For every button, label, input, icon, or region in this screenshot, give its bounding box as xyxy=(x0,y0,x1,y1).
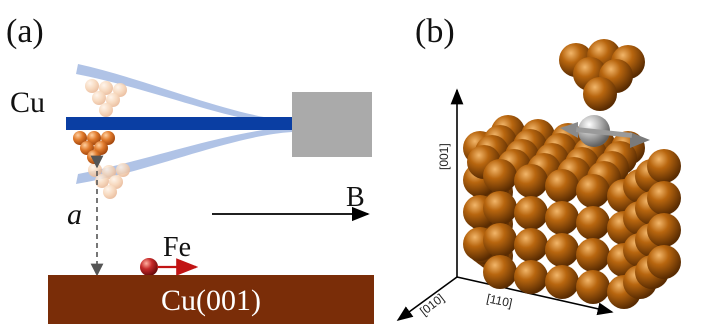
cu-slab xyxy=(463,115,681,309)
cu-atom xyxy=(647,245,681,279)
cantilever-deflected-up xyxy=(76,64,292,126)
cu-atom xyxy=(576,206,610,240)
cantilever xyxy=(66,117,294,130)
axis-110-line xyxy=(456,276,614,316)
tip-label: Cu xyxy=(10,86,45,119)
cu-atom xyxy=(545,169,579,203)
axis-001-label: [001] xyxy=(437,143,451,170)
cu-atom xyxy=(647,181,681,215)
distance-label: a xyxy=(67,198,82,231)
cu-atom xyxy=(576,270,610,304)
panel-b: (b) [001] [010] [110] xyxy=(396,13,681,321)
fe-spin-arrow xyxy=(560,122,650,148)
panel-a: (a) Cu xyxy=(6,13,374,324)
cu-atom xyxy=(647,149,681,183)
tip-atoms-upper-faded xyxy=(85,79,127,117)
cu-atom xyxy=(647,213,681,247)
cu-atom xyxy=(545,201,579,235)
cu-atom xyxy=(576,238,610,272)
cu-atom xyxy=(514,196,548,230)
cu-atom xyxy=(483,255,517,289)
sensor-block xyxy=(292,92,372,157)
tip-atoms xyxy=(73,131,115,164)
cu-atom xyxy=(483,223,517,257)
adatom-label: Fe xyxy=(163,232,191,263)
cu-atom xyxy=(514,228,548,262)
substrate-label: Cu(001) xyxy=(161,284,261,317)
cu-atom xyxy=(483,159,517,193)
cu-atom xyxy=(576,174,610,208)
cu-atom xyxy=(514,260,548,294)
substrate xyxy=(48,275,374,324)
fe-adatom xyxy=(140,258,158,276)
axis-010-label: [010] xyxy=(417,291,447,318)
cu-atom xyxy=(514,164,548,198)
axis-110-label: [110] xyxy=(485,291,513,310)
field-label: B xyxy=(346,182,365,213)
panel-a-label: (a) xyxy=(6,13,44,50)
cantilever-deflected-down xyxy=(76,127,292,184)
axis-010-line xyxy=(396,276,458,321)
panel-b-label: (b) xyxy=(415,13,455,50)
cu-atom xyxy=(545,233,579,267)
tip-atoms-lower-faded xyxy=(88,163,130,199)
cu-atom xyxy=(545,265,579,299)
cu-tip-atom xyxy=(583,77,617,111)
cu-atom xyxy=(483,191,517,225)
cu-tip-cluster xyxy=(559,39,645,111)
